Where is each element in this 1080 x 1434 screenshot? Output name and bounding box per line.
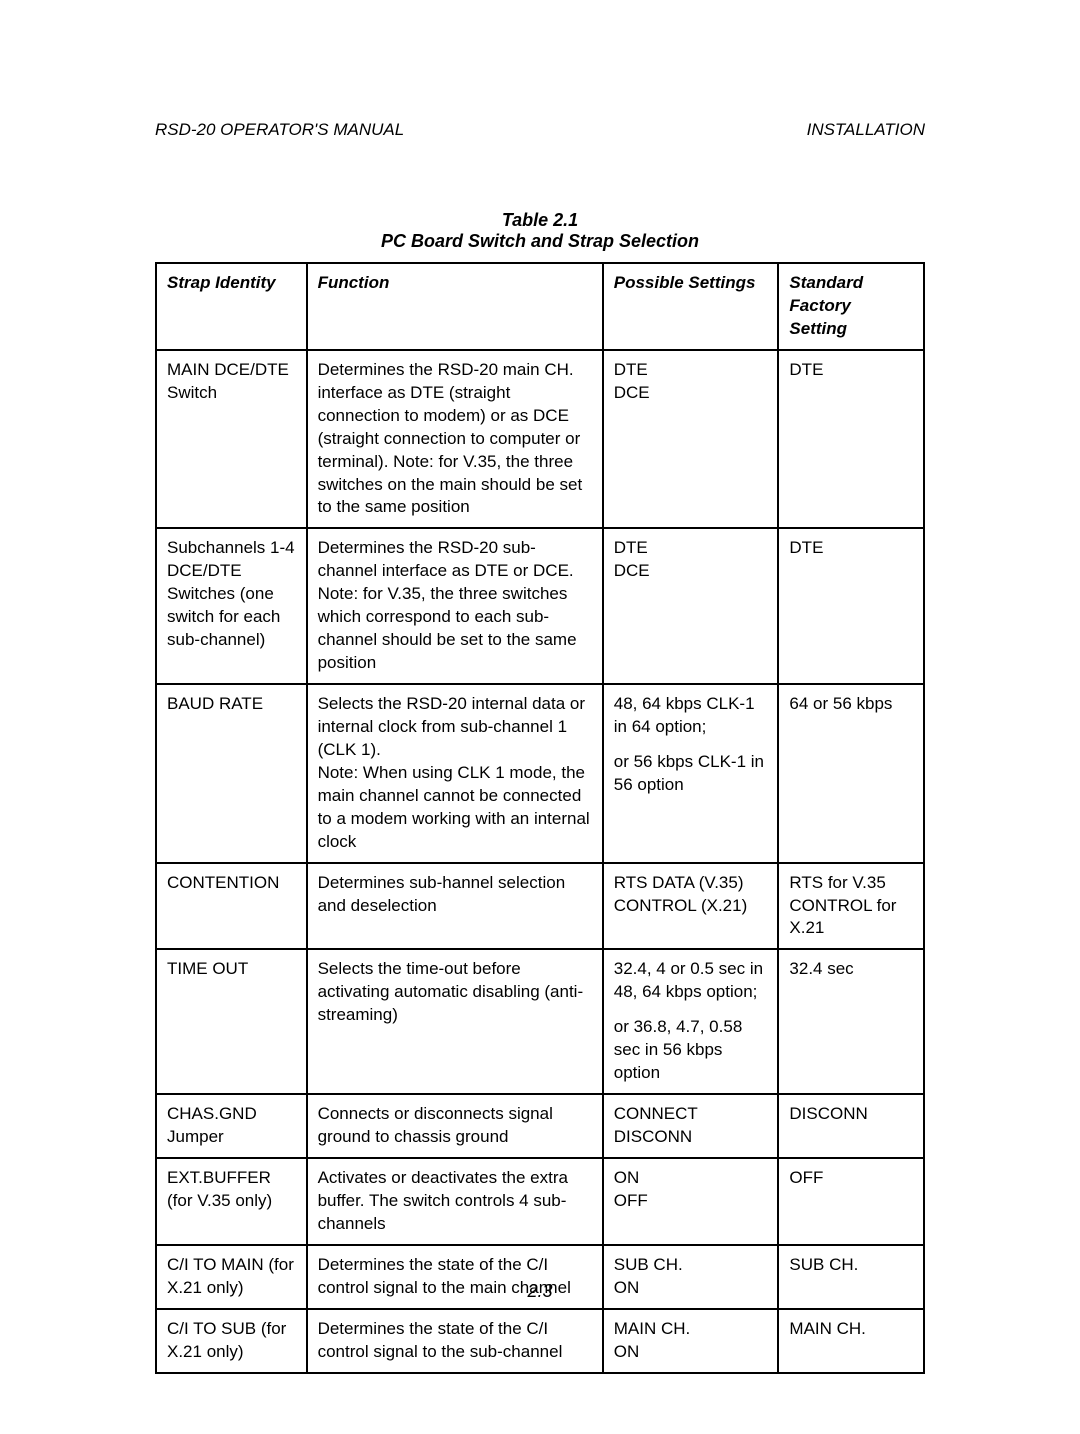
cell-function: Activates or deactivates the extra buffe… bbox=[307, 1158, 603, 1245]
cell-function: Selects the time-out before activating a… bbox=[307, 949, 603, 1094]
table-row: MAIN DCE/DTE SwitchDetermines the RSD-20… bbox=[156, 350, 924, 529]
cell-identity: CHAS.GND Jumper bbox=[156, 1094, 307, 1158]
cell-identity: CONTENTION bbox=[156, 863, 307, 950]
cell-settings: DTE DCE bbox=[603, 350, 779, 529]
col-header-factory: Standard Factory Setting bbox=[778, 263, 924, 350]
cell-settings: DTE DCE bbox=[603, 528, 779, 684]
cell-function: Connects or disconnects signal ground to… bbox=[307, 1094, 603, 1158]
cell-settings: 32.4, 4 or 0.5 sec in 48, 64 kbps option… bbox=[603, 949, 779, 1094]
cell-settings: RTS DATA (V.35) CONTROL (X.21) bbox=[603, 863, 779, 950]
cell-settings: CONNECT DISCONN bbox=[603, 1094, 779, 1158]
table-row: CHAS.GND JumperConnects or disconnects s… bbox=[156, 1094, 924, 1158]
cell-factory: DTE bbox=[778, 350, 924, 529]
table-row: C/I TO SUB (for X.21 only)Determines the… bbox=[156, 1309, 924, 1373]
cell-function: Determines the state of the C/I control … bbox=[307, 1309, 603, 1373]
col-header-identity: Strap Identity bbox=[156, 263, 307, 350]
table-row: Subchannels 1-4 DCE/DTE Switches (one sw… bbox=[156, 528, 924, 684]
table-number: Table 2.1 bbox=[155, 210, 925, 231]
cell-function: Determines sub-hannel selection and dese… bbox=[307, 863, 603, 950]
header-left: RSD-20 OPERATOR'S MANUAL bbox=[155, 120, 404, 140]
settings-table: Strap Identity Function Possible Setting… bbox=[155, 262, 925, 1374]
table-caption: Table 2.1 PC Board Switch and Strap Sele… bbox=[155, 210, 925, 252]
cell-identity: BAUD RATE bbox=[156, 684, 307, 863]
cell-identity: TIME OUT bbox=[156, 949, 307, 1094]
header-right: INSTALLATION bbox=[807, 120, 925, 140]
table-header-row: Strap Identity Function Possible Setting… bbox=[156, 263, 924, 350]
table-body: MAIN DCE/DTE SwitchDetermines the RSD-20… bbox=[156, 350, 924, 1373]
cell-factory: OFF bbox=[778, 1158, 924, 1245]
cell-settings: ON OFF bbox=[603, 1158, 779, 1245]
cell-factory: DTE bbox=[778, 528, 924, 684]
cell-function: Selects the RSD-20 internal data or inte… bbox=[307, 684, 603, 863]
cell-settings: MAIN CH. ON bbox=[603, 1309, 779, 1373]
table-row: EXT.BUFFER (for V.35 only)Activates or d… bbox=[156, 1158, 924, 1245]
table-row: CONTENTIONDetermines sub-hannel selectio… bbox=[156, 863, 924, 950]
cell-factory: RTS for V.35 CONTROL for X.21 bbox=[778, 863, 924, 950]
cell-function: Determines the RSD-20 sub-channel interf… bbox=[307, 528, 603, 684]
cell-identity: Subchannels 1-4 DCE/DTE Switches (one sw… bbox=[156, 528, 307, 684]
cell-factory: MAIN CH. bbox=[778, 1309, 924, 1373]
cell-identity: C/I TO SUB (for X.21 only) bbox=[156, 1309, 307, 1373]
cell-identity: MAIN DCE/DTE Switch bbox=[156, 350, 307, 529]
table-title: PC Board Switch and Strap Selection bbox=[155, 231, 925, 252]
cell-factory: 32.4 sec bbox=[778, 949, 924, 1094]
cell-factory: DISCONN bbox=[778, 1094, 924, 1158]
page-header: RSD-20 OPERATOR'S MANUAL INSTALLATION bbox=[155, 120, 925, 140]
document-page: RSD-20 OPERATOR'S MANUAL INSTALLATION Ta… bbox=[0, 0, 1080, 1434]
cell-identity: EXT.BUFFER (for V.35 only) bbox=[156, 1158, 307, 1245]
cell-factory: 64 or 56 kbps bbox=[778, 684, 924, 863]
col-header-function: Function bbox=[307, 263, 603, 350]
table-row: BAUD RATESelects the RSD-20 internal dat… bbox=[156, 684, 924, 863]
cell-function: Determines the RSD-20 main CH. interface… bbox=[307, 350, 603, 529]
table-row: TIME OUTSelects the time-out before acti… bbox=[156, 949, 924, 1094]
col-header-settings: Possible Settings bbox=[603, 263, 779, 350]
cell-settings: 48, 64 kbps CLK-1 in 64 option;or 56 kbp… bbox=[603, 684, 779, 863]
page-number: 2.3 bbox=[0, 1281, 1080, 1302]
